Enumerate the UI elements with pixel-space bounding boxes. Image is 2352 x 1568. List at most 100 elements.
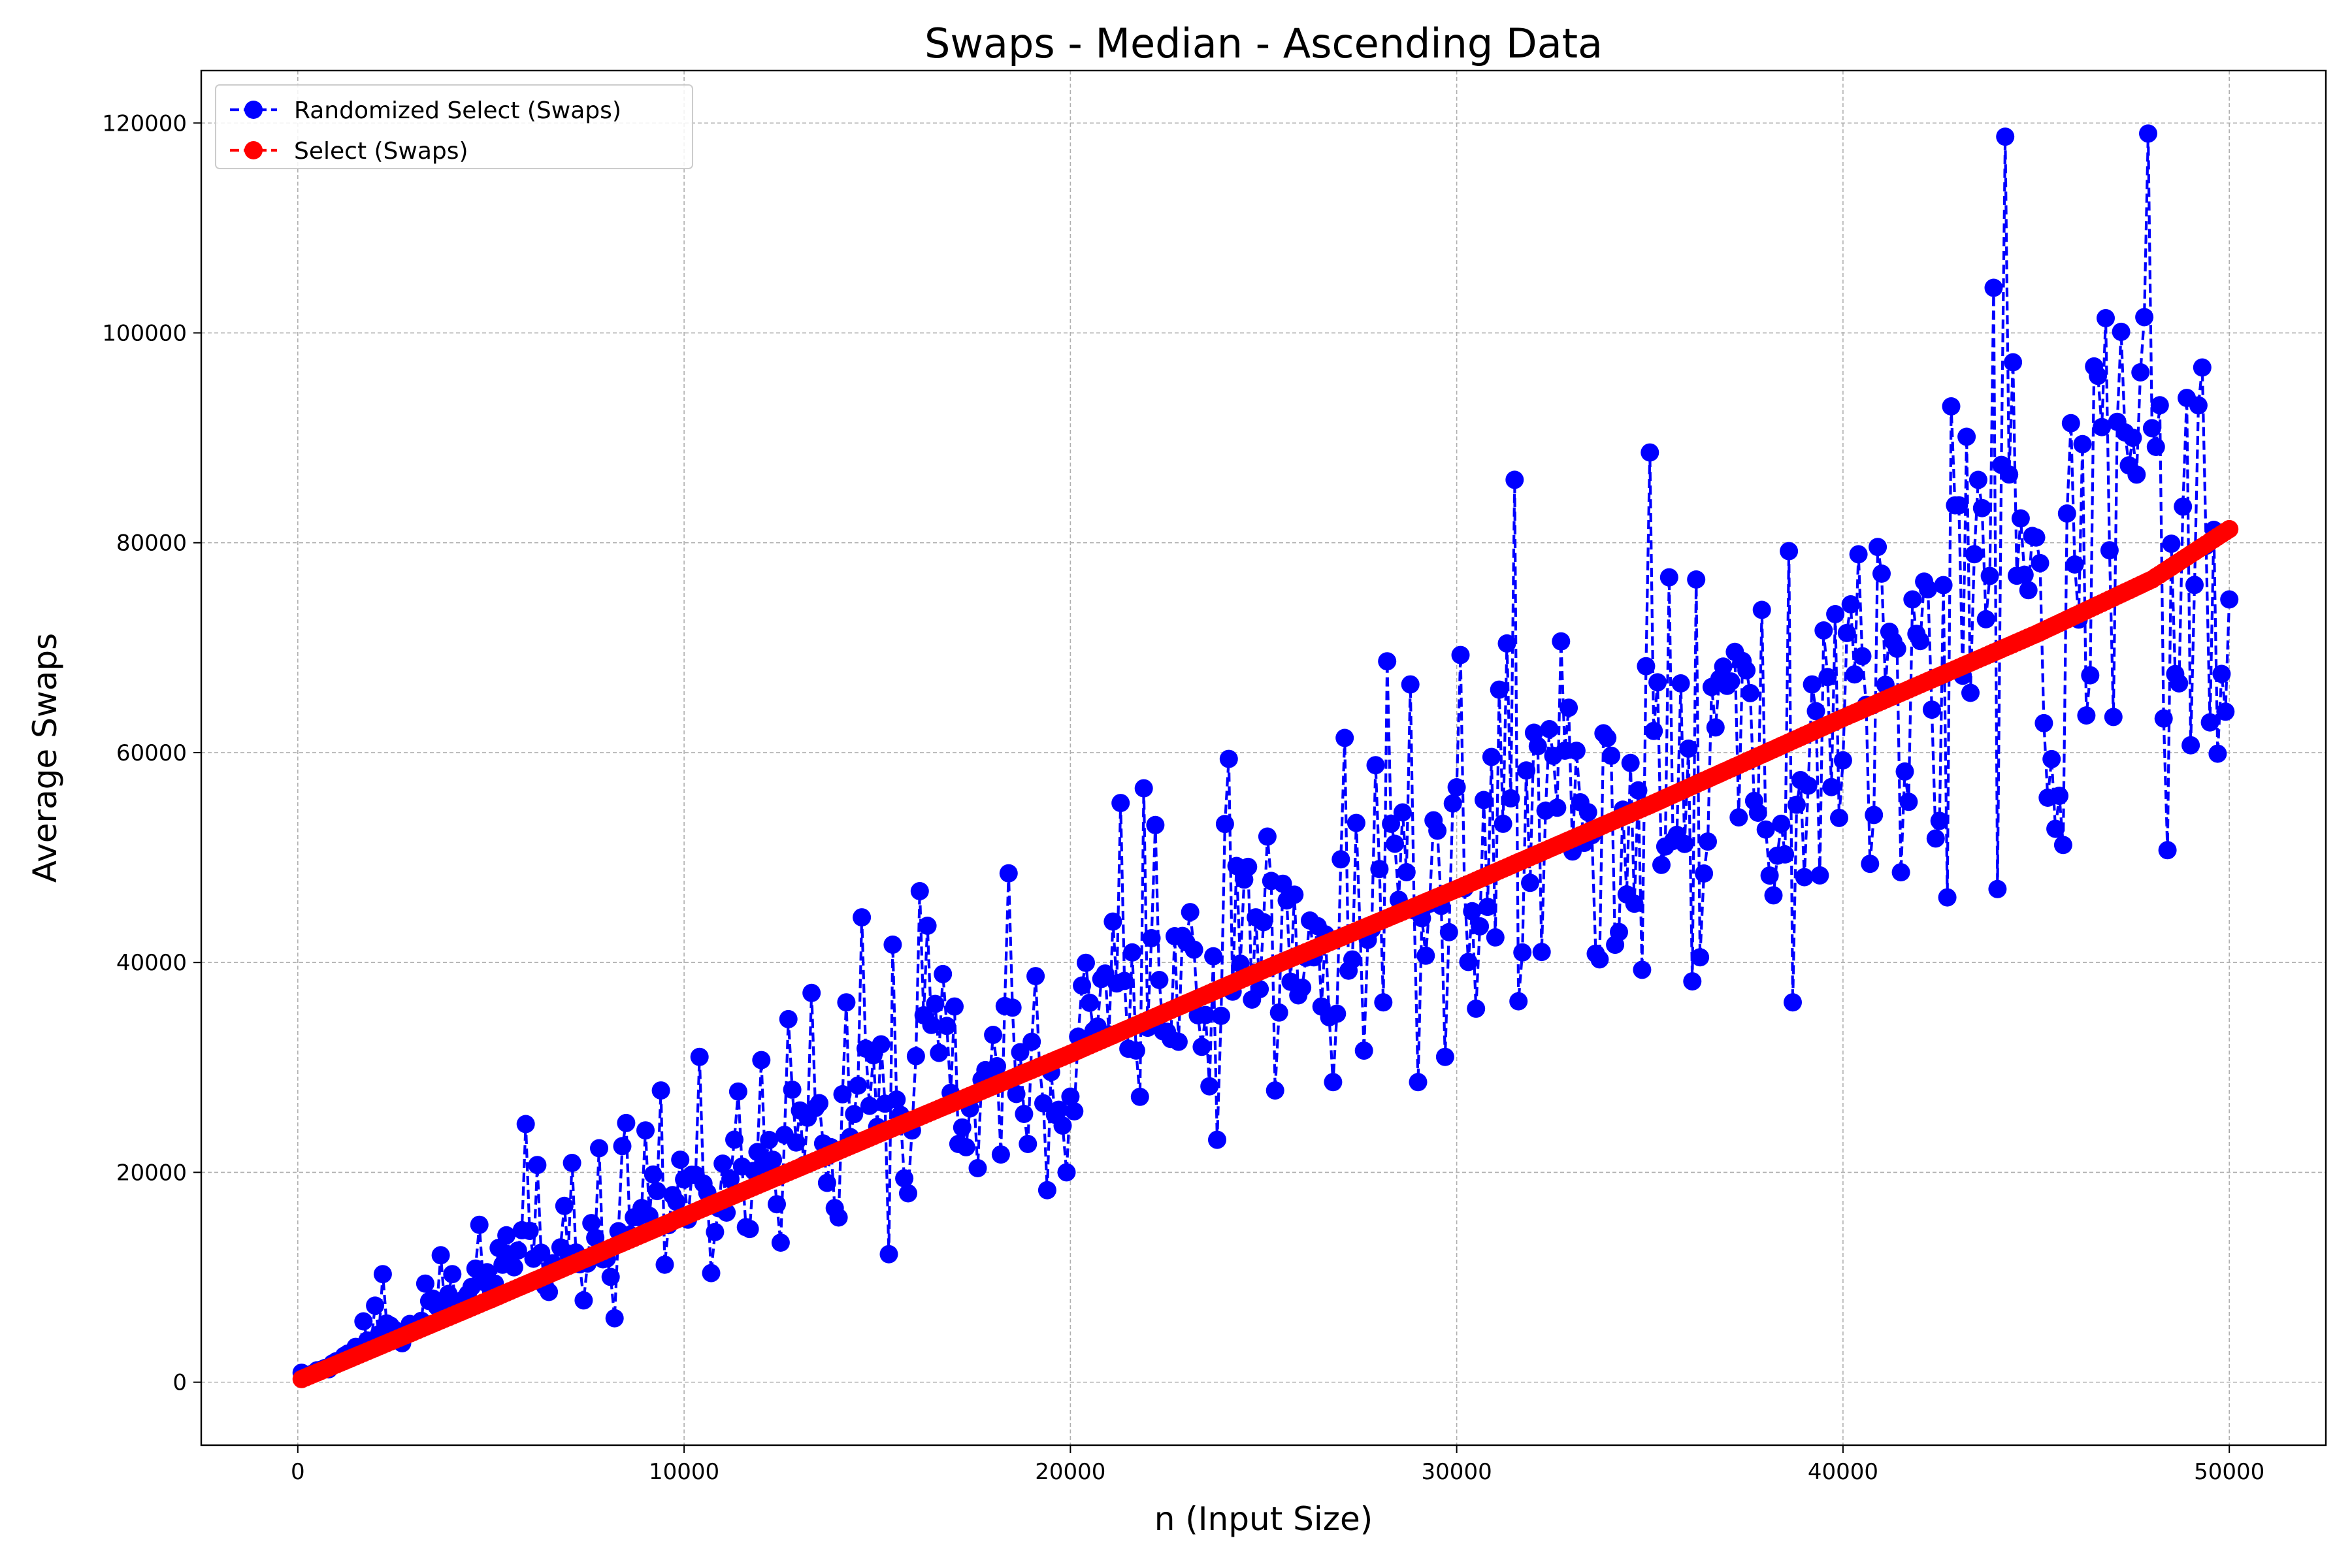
data-point <box>802 983 821 1002</box>
data-point <box>2170 674 2189 693</box>
data-point <box>2123 429 2142 448</box>
plot-frame <box>200 69 2327 1446</box>
data-point <box>1428 821 1447 840</box>
data-point <box>1080 993 1099 1012</box>
data-point <box>1826 605 1845 623</box>
data-point <box>1142 929 1161 947</box>
data-point <box>1810 866 1829 885</box>
data-point <box>2193 358 2212 377</box>
data-point <box>1482 747 1501 766</box>
y-tick-label: 120000 <box>102 110 187 137</box>
y-axis-title: Average Swaps <box>26 633 64 883</box>
data-point <box>1019 1135 1037 1153</box>
data-point <box>1895 762 1914 781</box>
x-tick-label: 30000 <box>1422 1459 1492 1485</box>
data-point <box>1328 1004 1347 1023</box>
data-point <box>2077 706 2096 725</box>
data-point <box>1849 545 1868 564</box>
data-point <box>1560 698 1578 717</box>
data-point <box>1269 1003 1288 1022</box>
data-point <box>1814 621 1833 640</box>
data-point <box>1602 746 1621 765</box>
series-select <box>292 519 2239 1388</box>
data-point <box>768 1195 786 1214</box>
data-point <box>829 1208 848 1227</box>
data-point <box>1872 564 1891 583</box>
data-point <box>1578 803 1597 822</box>
data-point <box>1463 902 1482 921</box>
data-point <box>1026 967 1045 986</box>
data-point <box>1393 803 1412 822</box>
data-point <box>1722 672 1740 691</box>
data-point <box>1648 673 1667 692</box>
data-point <box>1443 794 1462 813</box>
data-point <box>883 935 902 954</box>
data-point <box>910 882 929 900</box>
data-point <box>1073 976 1092 995</box>
data-point <box>2135 308 2154 327</box>
data-point <box>1540 720 1559 738</box>
x-tick-label: 20000 <box>1035 1459 1105 1485</box>
data-point <box>2220 590 2239 609</box>
data-point <box>1204 947 1223 966</box>
data-point <box>1354 1041 1373 1060</box>
data-point <box>2174 497 2193 516</box>
data-point <box>1370 860 1389 879</box>
data-point <box>1629 781 1648 800</box>
data-point <box>1934 576 1953 595</box>
data-point <box>968 1159 987 1177</box>
y-tick-label: 60000 <box>116 740 187 766</box>
data-point <box>1950 496 1968 515</box>
data-point <box>2189 396 2208 415</box>
data-point <box>1679 739 1698 758</box>
data-point <box>1652 855 1671 874</box>
data-point <box>1625 894 1644 913</box>
data-point <box>1659 568 1678 587</box>
x-tick-label: 10000 <box>649 1459 719 1485</box>
data-point <box>563 1154 581 1172</box>
data-point <box>2200 713 2219 732</box>
data-point <box>2015 565 2034 584</box>
data-point <box>2185 576 2204 595</box>
data-point <box>764 1151 783 1169</box>
data-point <box>1509 992 1528 1011</box>
data-point <box>1015 1105 1034 1123</box>
data-point <box>1034 1094 1053 1113</box>
data-point <box>1022 1032 1041 1051</box>
data-point <box>783 1080 802 1099</box>
data-point <box>1374 993 1393 1012</box>
legend: Randomized Select (Swaps) Select (Swaps) <box>215 84 693 169</box>
data-point <box>1567 742 1586 760</box>
data-point <box>2112 322 2131 341</box>
data-point <box>1552 632 1571 651</box>
data-point <box>1347 813 1365 832</box>
data-point <box>1714 657 1733 676</box>
data-point <box>2158 841 2177 860</box>
data-point <box>1957 427 1976 446</box>
data-point <box>1467 999 1486 1018</box>
data-point <box>837 993 856 1012</box>
data-point <box>2004 353 2023 372</box>
data-point <box>1521 874 1539 892</box>
data-point <box>1911 632 1930 651</box>
data-point <box>1111 794 1130 813</box>
data-point <box>1788 795 1806 814</box>
data-point <box>574 1291 593 1310</box>
data-point <box>1926 829 1945 848</box>
data-point <box>899 1184 917 1203</box>
data-point <box>2046 819 2065 838</box>
data-point <box>1386 834 1404 853</box>
plot-series <box>292 124 2239 1388</box>
data-point <box>1861 855 1880 874</box>
data-point <box>1833 751 1852 770</box>
data-point <box>1590 950 1609 969</box>
data-point <box>1003 998 1022 1017</box>
data-point <box>1517 761 1536 780</box>
data-point <box>1250 980 1269 998</box>
legend-marker <box>244 101 263 119</box>
data-point <box>582 1214 601 1233</box>
data-point <box>1610 923 1628 941</box>
data-point <box>2031 553 2050 572</box>
data-point <box>787 1133 806 1152</box>
